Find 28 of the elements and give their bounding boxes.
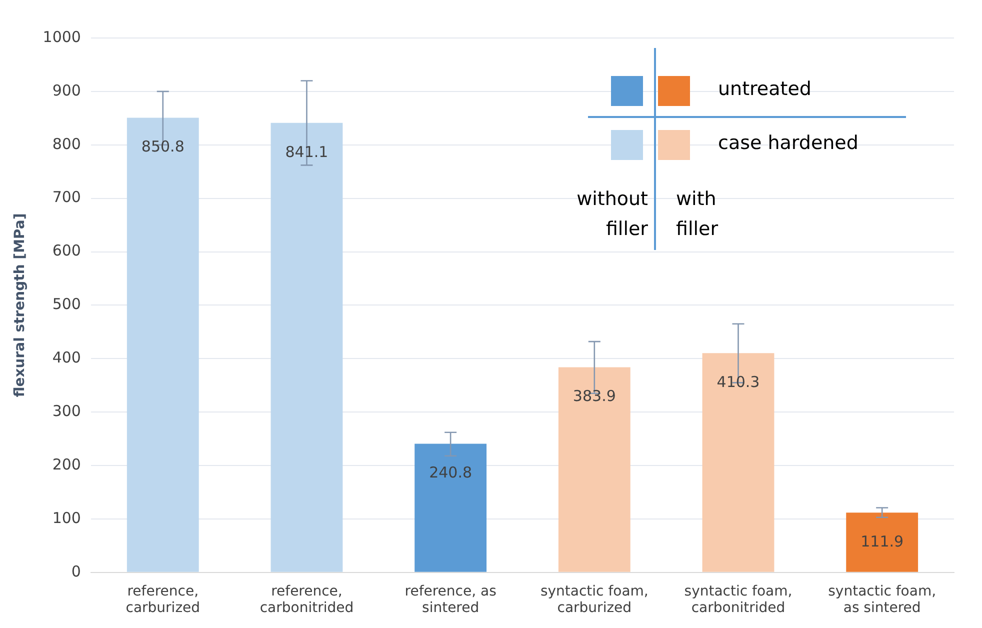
x-tick-label: syntactic foam, as sintered <box>828 583 936 616</box>
data-label: 111.9 <box>860 532 904 550</box>
y-tick-label: 300 <box>52 402 81 420</box>
y-tick-label: 500 <box>52 295 81 314</box>
data-label: 841.1 <box>285 142 328 161</box>
x-tick-label: reference, as sintered <box>404 583 496 616</box>
y-tick-label: 900 <box>52 81 81 100</box>
annotation: with filler <box>676 187 720 242</box>
x-tick-label: syntactic foam, carburized <box>540 583 648 616</box>
x-tick-label: reference, carbonitrided <box>260 583 354 616</box>
y-tick-label: 700 <box>52 188 81 206</box>
data-label: 410.3 <box>716 373 760 392</box>
data-label: 383.9 <box>572 387 616 406</box>
x-tick-label: syntactic foam, carbonitrided <box>684 583 792 616</box>
y-tick-label: 400 <box>52 348 81 367</box>
annotation: untreated <box>718 78 812 100</box>
y-tick-label: 100 <box>52 508 81 527</box>
data-label: 850.8 <box>141 138 184 156</box>
data-label: 240.8 <box>429 464 472 482</box>
y-tick-label: 800 <box>52 134 81 153</box>
y-tick-label: 1000 <box>42 28 81 46</box>
annotation: without filler <box>576 187 648 242</box>
y-tick-label: 200 <box>52 455 81 474</box>
annotation: case hardened <box>718 132 858 154</box>
y-axis-title: flexural strength [MPa] <box>12 213 28 398</box>
x-tick-label: reference, carburized <box>126 583 200 616</box>
y-tick-label: 600 <box>52 242 81 260</box>
y-tick-label: 0 <box>71 562 81 580</box>
